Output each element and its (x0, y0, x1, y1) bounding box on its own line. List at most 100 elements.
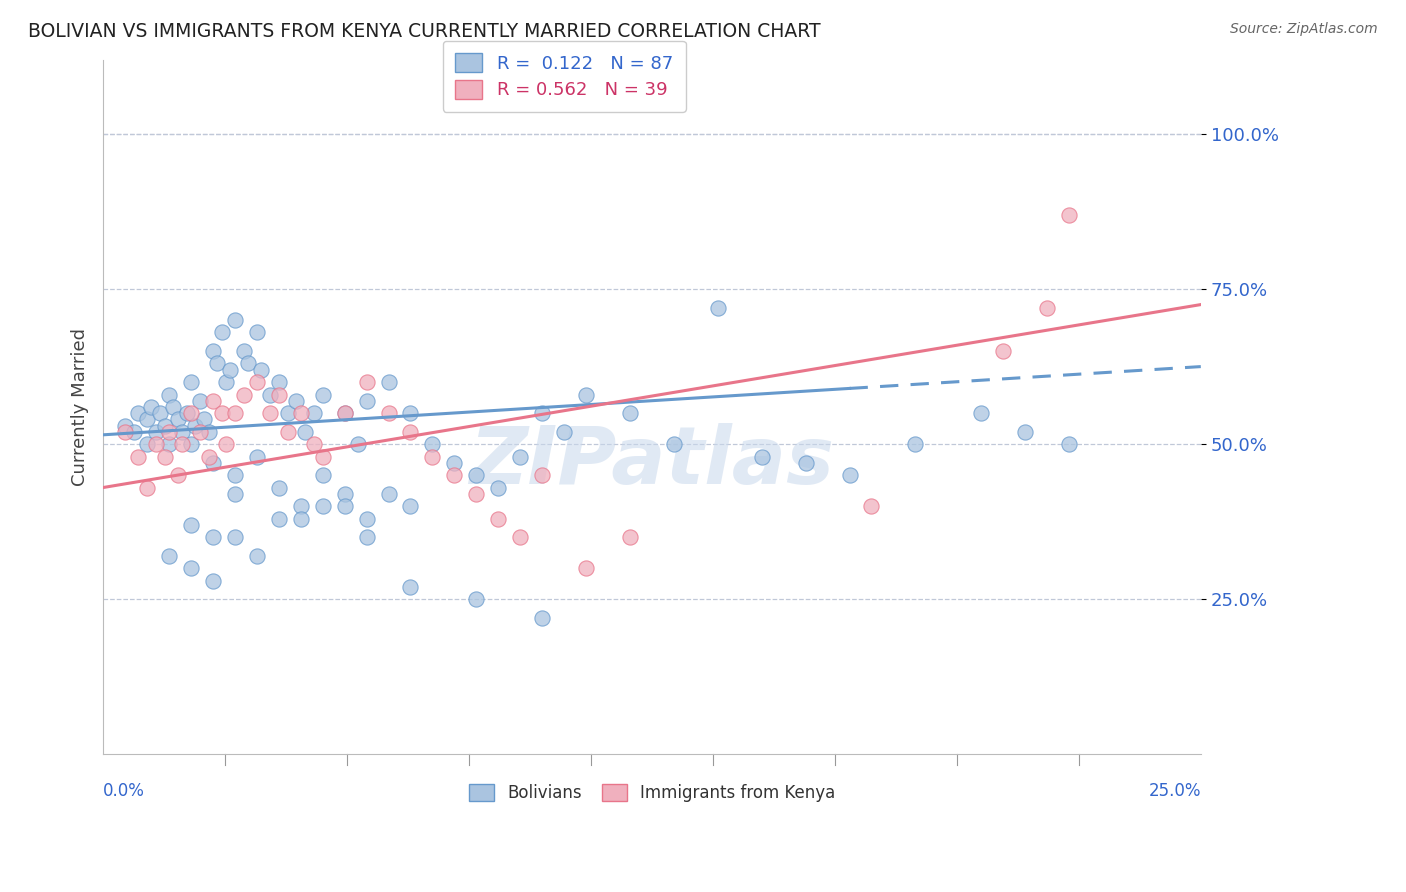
Point (127, 450, 149, 464)
Point (232, 387, 254, 401)
Point (180, 375, 202, 389)
Point (259, 387, 281, 401)
Point (1057, 208, 1080, 222)
Point (486, 481, 509, 495)
Point (188, 393, 211, 408)
Point (575, 387, 598, 401)
Point (149, 406, 172, 420)
Point (224, 487, 246, 501)
Text: ZIPatlas: ZIPatlas (470, 424, 835, 501)
Point (399, 499, 422, 513)
Point (302, 406, 325, 420)
Text: BOLIVIAN VS IMMIGRANTS FROM KENYA CURRENTLY MARRIED CORRELATION CHART: BOLIVIAN VS IMMIGRANTS FROM KENYA CURREN… (28, 22, 821, 41)
Point (422, 437, 444, 451)
Point (153, 418, 176, 433)
Point (356, 375, 378, 389)
Point (145, 437, 167, 451)
Point (465, 468, 488, 483)
Point (904, 437, 927, 451)
Point (172, 425, 194, 439)
Point (232, 344, 254, 359)
Point (122, 425, 145, 439)
Point (201, 456, 224, 470)
Point (486, 511, 509, 525)
Point (166, 412, 188, 426)
Point (662, 437, 685, 451)
Point (290, 499, 312, 513)
Point (860, 499, 883, 513)
Point (136, 437, 159, 451)
Point (201, 344, 224, 359)
Point (377, 406, 399, 420)
Point (188, 425, 211, 439)
Point (172, 437, 194, 451)
Point (219, 362, 242, 376)
Point (465, 487, 488, 501)
Point (246, 450, 269, 464)
Point (236, 357, 259, 371)
Point (311, 387, 333, 401)
Point (290, 511, 312, 525)
Point (399, 580, 422, 594)
Point (197, 425, 219, 439)
Point (267, 387, 290, 401)
Point (302, 437, 325, 451)
Point (531, 611, 554, 625)
Point (333, 487, 356, 501)
Point (377, 487, 399, 501)
Point (356, 530, 378, 544)
Point (443, 468, 465, 483)
Point (399, 406, 422, 420)
Point (707, 301, 730, 315)
Point (215, 375, 238, 389)
Point (180, 561, 202, 575)
Point (259, 406, 281, 420)
Point (267, 481, 290, 495)
Point (1057, 437, 1080, 451)
Point (377, 375, 399, 389)
Point (970, 406, 993, 420)
Y-axis label: Currently Married: Currently Married (72, 328, 89, 486)
Point (267, 511, 290, 525)
Point (333, 499, 356, 513)
Point (422, 450, 444, 464)
Point (114, 418, 136, 433)
Point (176, 406, 198, 420)
Point (333, 406, 356, 420)
Point (224, 406, 246, 420)
Point (356, 511, 378, 525)
Point (356, 393, 378, 408)
Point (794, 456, 817, 470)
Point (153, 450, 176, 464)
Point (224, 530, 246, 544)
Point (509, 450, 531, 464)
Point (201, 393, 224, 408)
Point (136, 412, 159, 426)
Point (290, 406, 312, 420)
Point (250, 362, 273, 376)
Point (180, 406, 202, 420)
Point (277, 406, 299, 420)
Point (311, 450, 333, 464)
Point (1036, 301, 1059, 315)
Point (224, 468, 246, 483)
Point (531, 468, 554, 483)
Point (211, 326, 233, 340)
Point (184, 418, 207, 433)
Point (531, 406, 554, 420)
Point (333, 406, 356, 420)
Point (553, 425, 575, 439)
Point (246, 375, 269, 389)
Point (267, 375, 290, 389)
Point (157, 387, 180, 401)
Point (993, 344, 1015, 359)
Point (246, 549, 269, 563)
Point (1014, 425, 1036, 439)
Point (157, 549, 180, 563)
Point (211, 406, 233, 420)
Point (157, 425, 180, 439)
Point (311, 468, 333, 483)
Point (180, 517, 202, 532)
Point (215, 437, 238, 451)
Point (127, 406, 149, 420)
